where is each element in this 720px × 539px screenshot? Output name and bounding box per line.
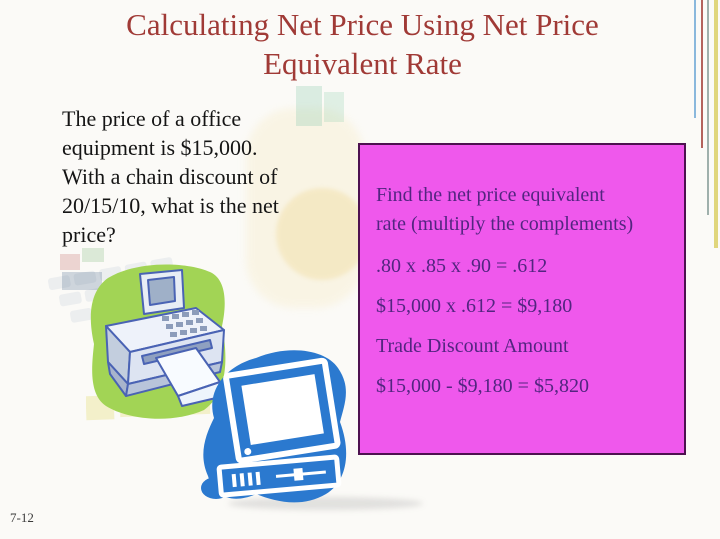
equation-net-price: $15,000 x .612 = $9,180 <box>376 295 573 317</box>
problem-line: equipment is $15,000. <box>62 135 258 160</box>
problem-line: 20/15/10, what is the net <box>62 193 279 218</box>
equation-net-price-rate: .80 x .85 x .90 = .612 <box>376 255 548 277</box>
problem-line: The price of a office <box>62 106 242 131</box>
edge-line-blue <box>694 0 696 118</box>
edge-line-yellow <box>714 0 718 248</box>
edge-line-red <box>701 0 703 148</box>
edge-line-gray <box>707 0 709 215</box>
solution-heading-line1: Find the net price equivalent <box>376 184 605 206</box>
slide-title-line1: Calculating Net Price Using Net Price <box>126 7 599 42</box>
trade-discount-label: Trade Discount Amount <box>376 335 569 357</box>
problem-statement: The price of a office equipment is $15,0… <box>62 104 362 249</box>
computer-icon <box>190 342 352 514</box>
slide-title-line2: Equivalent Rate <box>263 46 462 81</box>
problem-line: With a chain discount of <box>62 164 278 189</box>
problem-line: price? <box>62 222 116 247</box>
solution-heading: Find the net price equivalent rate (mult… <box>376 181 674 239</box>
solution-heading-line2: rate (multiply the complements) <box>376 213 634 235</box>
solution-box: Find the net price equivalent rate (mult… <box>358 143 686 455</box>
printer-icon <box>78 256 240 432</box>
slide-title: Calculating Net Price Using Net Price Eq… <box>40 5 685 83</box>
page-number: 7-12 <box>10 510 34 525</box>
equation-trade-discount: $15,000 - $9,180 = $5,820 <box>376 375 589 397</box>
